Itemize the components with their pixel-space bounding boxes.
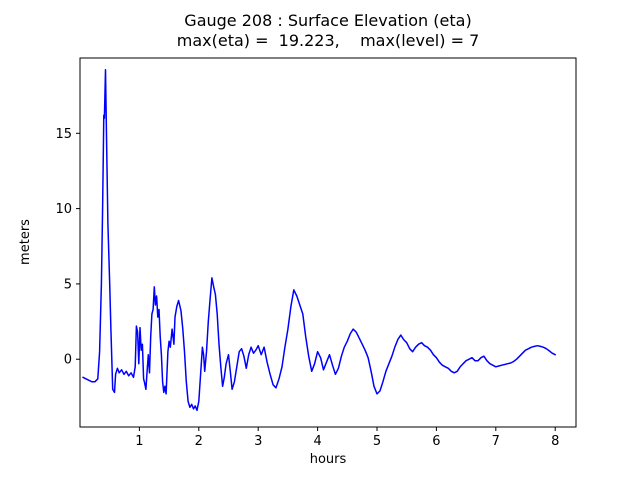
- x-tick-label: 6: [432, 434, 440, 449]
- axes-frame: [79, 57, 577, 428]
- plot-title: Gauge 208 : Surface Elevation (eta): [184, 11, 471, 30]
- y-axis-label: meters: [18, 219, 33, 265]
- x-tick-label: 1: [135, 434, 143, 449]
- plot-subtitle: max(eta) = 19.223, max(level) = 7: [177, 31, 480, 50]
- x-tick-label: 3: [254, 434, 262, 449]
- x-tick-label: 4: [313, 434, 321, 449]
- tick-group: 1 2 3 4 5 6 7 8 0 5 10 15: [55, 127, 559, 449]
- x-tick-label: 2: [195, 434, 203, 449]
- x-axis-label: hours: [310, 452, 347, 467]
- y-tick-label: 10: [55, 202, 72, 217]
- y-tick-label: 0: [64, 353, 72, 368]
- y-tick-label: 5: [64, 277, 72, 292]
- x-tick-label: 8: [551, 434, 559, 449]
- x-tick-label: 7: [492, 434, 500, 449]
- x-tick-label: 5: [373, 434, 381, 449]
- y-tick-label: 15: [55, 127, 72, 142]
- data-line: [82, 68, 556, 412]
